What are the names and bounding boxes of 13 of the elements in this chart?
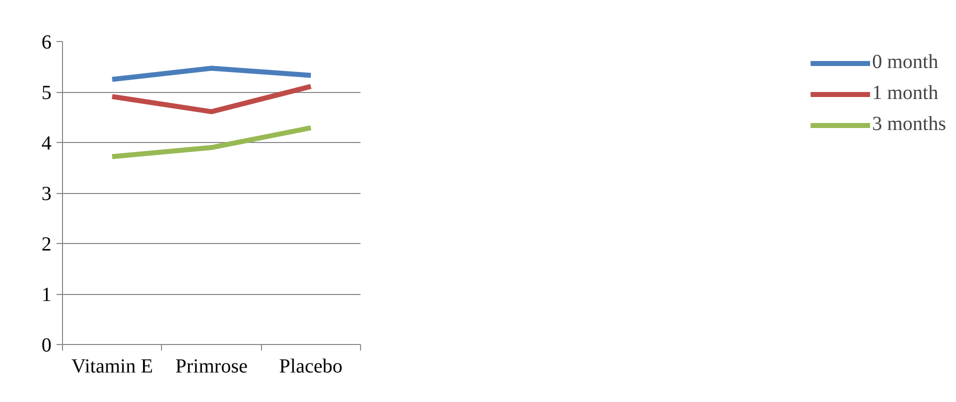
y-tick-label: 5 — [42, 82, 52, 104]
x-tick-label: Placebo — [279, 356, 342, 378]
x-tick-label: Primrose — [175, 356, 248, 378]
y-tick-label: 2 — [42, 234, 52, 256]
y-tick-label: 6 — [42, 32, 52, 54]
y-tick-label: 1 — [42, 284, 52, 306]
legend-label: 0 month — [872, 51, 938, 74]
y-tick-label: 0 — [42, 334, 52, 356]
y-tick-label: 3 — [42, 183, 52, 205]
x-tick-label: Vitamin E — [71, 356, 153, 378]
legend-label: 3 months — [872, 113, 946, 136]
y-tick-label: 4 — [42, 132, 52, 154]
legend-label: 1 month — [872, 82, 938, 105]
